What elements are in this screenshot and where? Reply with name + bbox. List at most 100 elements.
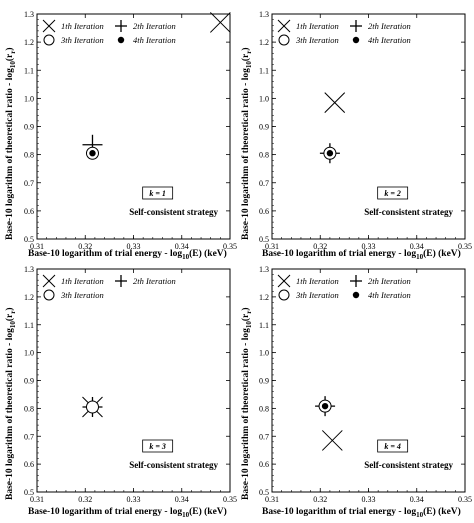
y-tick-label: 0.6 bbox=[259, 207, 269, 216]
y-tick-label: 0.7 bbox=[259, 179, 269, 188]
point-x-1-stroke-b bbox=[209, 12, 231, 33]
x-tick-label: 0.33 bbox=[127, 495, 141, 504]
legend: 1th Iteration 2th Iteration 3th Iteration 4… bbox=[42, 19, 176, 46]
x-tick-label: 0.32 bbox=[313, 242, 327, 251]
y-axis-label-top-left: Base-10 logarithm of theoretical ratio -… bbox=[4, 47, 17, 240]
y-tick-label: 1.1 bbox=[24, 66, 34, 75]
legend-marker-1 bbox=[277, 274, 291, 288]
legend-marker-1 bbox=[42, 19, 56, 33]
legend-marker-1 bbox=[42, 274, 56, 288]
y-axis-label-bottom-left: Base-10 logarithm of theoretical ratio -… bbox=[4, 307, 17, 500]
k-label: k = 1 bbox=[149, 189, 166, 198]
panels: 0.31 0.32 0.33 0.34 0.35 0.5 0.6 0.7 0.8 0.9 1.0 1.… bbox=[24, 10, 472, 504]
panel-4: 0.31 0.32 0.33 0.34 0.35 0.5 0.6 0.7 0.8 0.9 1.0 1.… bbox=[259, 265, 472, 504]
legend-marker-4 bbox=[352, 36, 360, 44]
x-tick-label: 0.31 bbox=[30, 242, 44, 251]
x-tick-label: 0.34 bbox=[175, 242, 189, 251]
legend-label-2: 2th Iteration bbox=[368, 21, 411, 31]
y-tick-label: 1.1 bbox=[259, 66, 269, 75]
legend-marker-2 bbox=[115, 275, 127, 287]
k-box bbox=[142, 186, 174, 200]
y-tick-label: 0.7 bbox=[24, 179, 34, 188]
panel-1: 0.31 0.32 0.33 0.34 0.35 0.5 0.6 0.7 0.8 0.9 1.0 1.… bbox=[24, 10, 237, 251]
y-tick-label: 0.5 bbox=[259, 235, 269, 244]
legend: 1th Iteration 2th Iteration 3th Iteration bbox=[42, 274, 176, 301]
x-tick-label: 0.33 bbox=[362, 242, 376, 251]
point-x-1-stroke-b bbox=[324, 92, 346, 113]
k-box bbox=[142, 439, 174, 453]
point-x-1 bbox=[209, 12, 231, 33]
x-tick-label: 0.34 bbox=[410, 495, 424, 504]
strategy-annotation: Self-consistent strategy bbox=[364, 460, 453, 470]
y-tick-label: 1.3 bbox=[24, 265, 34, 274]
x-tick-label: 0.34 bbox=[410, 242, 424, 251]
y-axis-label-bottom-right: Base-10 logarithm of theoretical ratio -… bbox=[240, 307, 253, 500]
point-x-1 bbox=[321, 430, 343, 451]
y-tick-label: 0.7 bbox=[259, 432, 269, 441]
y-tick-label: 1.0 bbox=[259, 349, 269, 358]
k-box bbox=[377, 186, 409, 200]
y-tick-label: 0.6 bbox=[24, 207, 34, 216]
legend-label-4: 4th Iteration bbox=[368, 35, 411, 45]
legend-marker-1-stroke-b bbox=[42, 19, 56, 33]
x-axis-label-top-right: Base-10 logarithm of trial energy - log1… bbox=[262, 248, 461, 261]
plot-frame bbox=[271, 13, 466, 240]
x-tick-label: 0.35 bbox=[223, 242, 237, 251]
legend-label-3: 3th Iteration bbox=[295, 290, 339, 300]
k-label: k = 2 bbox=[384, 189, 401, 198]
y-tick-label: 0.8 bbox=[259, 151, 269, 160]
point-o-3 bbox=[85, 400, 99, 414]
y-tick-label: 0.9 bbox=[24, 123, 34, 132]
legend-marker-2 bbox=[350, 275, 362, 287]
y-tick-label: 0.5 bbox=[24, 488, 34, 497]
legend-label-2: 2th Iteration bbox=[368, 276, 411, 286]
y-tick-label: 1.3 bbox=[259, 265, 269, 274]
legend-label-1: 1th Iteration bbox=[61, 276, 104, 286]
legend: 1th Iteration 2th Iteration 3th Iteration 4… bbox=[277, 274, 411, 301]
x-tick-label: 0.34 bbox=[175, 495, 189, 504]
y-tick-label: 1.2 bbox=[259, 293, 269, 302]
legend-marker-2 bbox=[115, 20, 127, 32]
legend-marker-2 bbox=[350, 20, 362, 32]
y-tick-label: 1.3 bbox=[24, 10, 34, 19]
x-tick-label: 0.32 bbox=[313, 495, 327, 504]
y-tick-label: 0.9 bbox=[259, 377, 269, 386]
x-tick-label: 0.35 bbox=[223, 495, 237, 504]
legend-label-4: 4th Iteration bbox=[133, 35, 176, 45]
legend-marker-3 bbox=[278, 34, 290, 46]
x-tick-label: 0.31 bbox=[265, 495, 279, 504]
y-tick-label: 1.3 bbox=[259, 10, 269, 19]
panel-3: 0.31 0.32 0.33 0.34 0.35 0.5 0.6 0.7 0.8 0.9 1.0 1.… bbox=[24, 265, 237, 504]
point-dot-4 bbox=[326, 150, 334, 157]
y-tick-label: 0.6 bbox=[259, 460, 269, 469]
x-tick-label: 0.35 bbox=[458, 242, 472, 251]
y-tick-label: 0.9 bbox=[24, 377, 34, 386]
x-tick-label: 0.35 bbox=[458, 495, 472, 504]
point-x-1 bbox=[324, 92, 346, 113]
legend-marker-1 bbox=[277, 19, 291, 33]
legend-marker-4 bbox=[352, 291, 360, 299]
legend-label-3: 3th Iteration bbox=[60, 35, 104, 45]
strategy-annotation: Self-consistent strategy bbox=[129, 207, 218, 217]
k-label: k = 4 bbox=[384, 442, 401, 451]
legend-marker-1-stroke-b bbox=[42, 274, 56, 288]
y-tick-label: 0.8 bbox=[24, 151, 34, 160]
x-tick-label: 0.32 bbox=[78, 495, 92, 504]
x-tick-label: 0.33 bbox=[127, 242, 141, 251]
y-tick-label: 0.8 bbox=[24, 404, 34, 413]
legend-marker-3 bbox=[278, 289, 290, 301]
x-tick-label: 0.32 bbox=[78, 242, 92, 251]
y-axis-label-top-right: Base-10 logarithm of theoretical ratio -… bbox=[240, 47, 253, 240]
y-tick-label: 0.5 bbox=[24, 235, 34, 244]
y-tick-label: 1.2 bbox=[24, 38, 34, 47]
y-tick-label: 1.0 bbox=[259, 94, 269, 103]
data-markers bbox=[82, 396, 103, 418]
y-tick-label: 0.7 bbox=[24, 432, 34, 441]
y-tick-label: 1.0 bbox=[24, 94, 34, 103]
x-tick-label: 0.31 bbox=[265, 242, 279, 251]
point-dot-4 bbox=[89, 150, 96, 157]
y-tick-label: 1.1 bbox=[259, 321, 269, 330]
legend-label-2: 2th Iteration bbox=[133, 276, 176, 286]
k-box bbox=[377, 439, 409, 453]
